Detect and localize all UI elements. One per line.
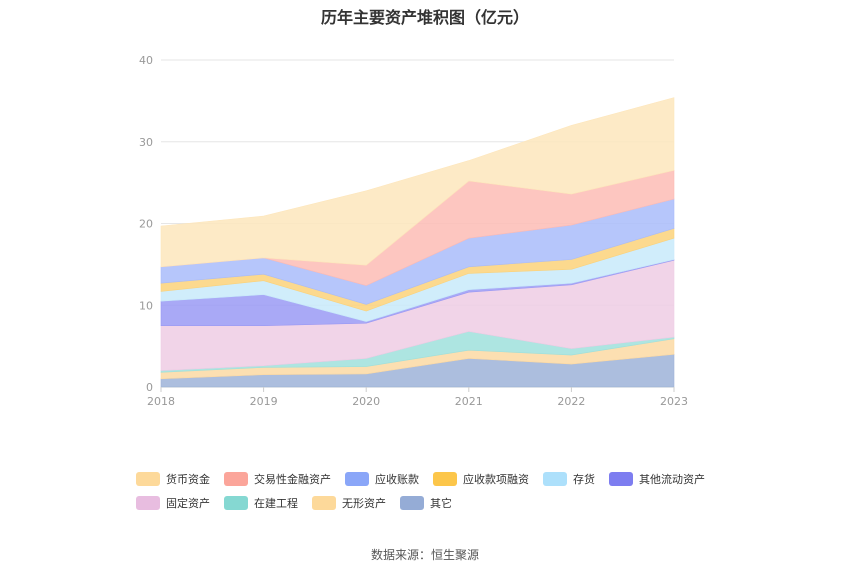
legend-label: 交易性金融资产 xyxy=(254,473,331,486)
legend-label: 其它 xyxy=(430,497,452,510)
y-tick-label: 40 xyxy=(139,54,153,67)
area-series xyxy=(160,97,675,388)
x-tick-label: 2018 xyxy=(147,395,175,408)
legend-item[interactable]: 其它 xyxy=(400,494,452,512)
legend-label: 应收款项融资 xyxy=(463,473,529,486)
x-tick-label: 2021 xyxy=(455,395,483,408)
legend-item[interactable]: 其他流动资产 xyxy=(609,470,705,488)
stacked-area-chart: 0 10 20 30 40 2018 2019 2020 2021 2022 2023 xyxy=(139,54,688,408)
legend-swatch xyxy=(433,472,457,486)
legend-item[interactable]: 在建工程 xyxy=(224,494,298,512)
legend-swatch xyxy=(224,472,248,486)
legend-item[interactable]: 无形资产 xyxy=(312,494,386,512)
y-tick-label: 30 xyxy=(139,136,153,149)
legend-swatch xyxy=(136,472,160,486)
x-tick-label: 2023 xyxy=(660,395,688,408)
legend-label: 无形资产 xyxy=(342,497,386,510)
axes: 0 10 20 30 40 2018 2019 2020 2021 2022 2023 xyxy=(139,54,688,408)
y-tick-label: 0 xyxy=(146,381,153,394)
legend-label: 其他流动资产 xyxy=(639,473,705,486)
x-tick-label: 2022 xyxy=(557,395,585,408)
data-source: 数据来源：恒生聚源 xyxy=(370,548,479,562)
legend-swatch xyxy=(400,496,424,510)
legend-label: 应收账款 xyxy=(375,473,419,486)
area-货币资金[interactable] xyxy=(160,97,675,268)
legend-swatch xyxy=(345,472,369,486)
legend-label: 在建工程 xyxy=(254,497,298,510)
legend-item[interactable]: 应收款项融资 xyxy=(433,470,529,488)
legend-item[interactable]: 固定资产 xyxy=(136,494,210,512)
legend-swatch xyxy=(609,472,633,486)
legend-item[interactable]: 应收账款 xyxy=(345,470,419,488)
legend-item[interactable]: 交易性金融资产 xyxy=(224,470,331,488)
legend-swatch xyxy=(543,472,567,486)
legend-swatch xyxy=(312,496,336,510)
legend: 货币资金 交易性金融资产 应收账款 应收款项融资 存货 其他流动资产固定资产 在建工程 无形资… xyxy=(136,470,736,512)
y-tick-label: 10 xyxy=(139,299,153,312)
legend-label: 固定资产 xyxy=(166,497,210,510)
legend-label: 货币资金 xyxy=(166,473,210,486)
x-tick-label: 2020 xyxy=(352,395,380,408)
legend-swatch xyxy=(136,496,160,510)
legend-swatch xyxy=(224,496,248,510)
y-tick-label: 20 xyxy=(139,218,153,231)
legend-item[interactable]: 货币资金 xyxy=(136,470,210,488)
chart-title: 历年主要资产堆积图（亿元） xyxy=(320,8,529,27)
legend-label: 存货 xyxy=(573,473,595,486)
x-tick-label: 2019 xyxy=(250,395,278,408)
legend-item[interactable]: 存货 xyxy=(543,470,595,488)
